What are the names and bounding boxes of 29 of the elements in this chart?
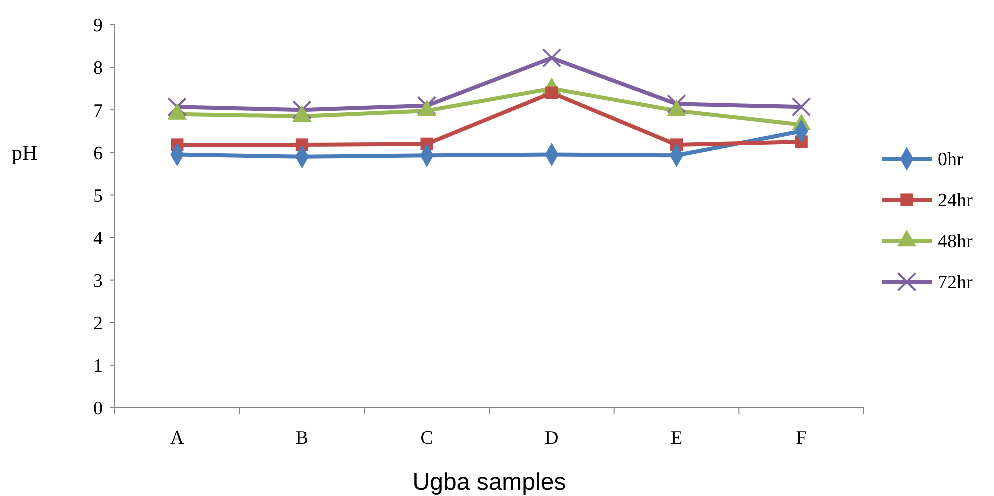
x-tick-label: C [420,428,434,449]
legend-label: 48hr [938,232,974,253]
legend-label: 72hr [938,272,974,294]
x-tick-label: D [545,428,559,449]
x-axis-title: Ugba samples [412,469,566,496]
y-tick-label: 2 [94,314,103,335]
y-tick-label: 4 [94,228,104,250]
point [542,48,562,68]
point [168,97,188,117]
legend-label: 0hr [938,150,964,171]
point [417,96,437,116]
y-tick-label: 1 [94,356,103,378]
point [546,86,558,100]
y-tick-label: 0 [94,398,103,420]
y-axis-title: pH [12,141,38,166]
legend-label: 24hr [938,190,974,212]
point [292,100,312,120]
point [667,94,686,114]
point [792,97,812,117]
x-tick-label: F [796,428,807,449]
x-tick-label: B [296,428,309,449]
y-tick-label: 6 [94,143,103,164]
x-tick-label: A [170,428,185,449]
y-tick-label: 7 [94,100,103,122]
y-tick-label: 8 [94,58,103,80]
y-tick-label: 5 [94,186,103,207]
y-tick-label: 3 [94,270,103,292]
y-tick-label: 9 [94,16,103,37]
x-tick-label: E [670,428,683,449]
